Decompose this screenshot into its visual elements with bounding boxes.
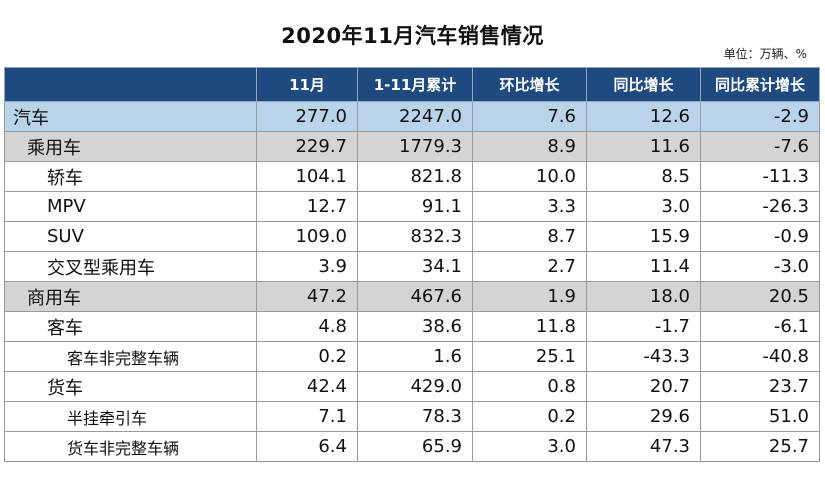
table-cell: -26.3 (700, 191, 820, 222)
table-cell: 0.2 (472, 401, 587, 432)
table-cell: 0.8 (472, 371, 587, 402)
table-row: 货车非完整车辆 6.4 65.9 3.0 47.3 25.7 (4, 431, 820, 462)
table-row: MPV 12.7 91.1 3.3 3.0 -26.3 (4, 191, 820, 222)
table-cell: 91.1 (357, 191, 473, 222)
row-label: 商用车 (4, 281, 257, 312)
table-cell: 1.9 (472, 281, 587, 312)
table-cell: 42.4 (256, 371, 358, 402)
table-cell: -0.9 (700, 221, 820, 252)
table-cell: -43.3 (586, 341, 701, 372)
table-cell: -3.0 (700, 251, 820, 282)
table-cell: 34.1 (357, 251, 473, 282)
table-cell: 78.3 (357, 401, 473, 432)
table-body: 汽车 277.0 2247.0 7.6 12.6 -2.9 乘用车 229.7 1779.3 8.… (4, 101, 820, 462)
row-label: 半挂牵引车 (4, 401, 257, 432)
table-cell: 12.6 (586, 101, 701, 132)
table-row: 半挂牵引车 7.1 78.3 0.2 29.6 51.0 (4, 401, 820, 432)
table-row: 交叉型乘用车 3.9 34.1 2.7 11.4 -3.0 (4, 251, 820, 282)
table-cell: 38.6 (357, 311, 473, 342)
table-cell: 4.8 (256, 311, 358, 342)
row-label: SUV (4, 221, 257, 252)
table-cell: 3.0 (472, 431, 587, 462)
table-cell: 29.6 (586, 401, 701, 432)
row-label: 交叉型乘用车 (4, 251, 257, 282)
row-label: 乘用车 (4, 131, 257, 162)
table-cell: 3.9 (256, 251, 358, 282)
table-cell: 6.4 (256, 431, 358, 462)
table-cell: 3.0 (586, 191, 701, 222)
table-cell: 7.6 (472, 101, 587, 132)
table-row: 轿车 104.1 821.8 10.0 8.5 -11.3 (4, 161, 820, 192)
table-row: 客车非完整车辆 0.2 1.6 25.1 -43.3 -40.8 (4, 341, 820, 372)
unit-note: 单位：万辆、% (723, 47, 807, 61)
table-row: SUV 109.0 832.3 8.7 15.9 -0.9 (4, 221, 820, 252)
header-row: 11月 1-11月累计 环比增长 同比增长 同比累计增长 (4, 67, 820, 102)
table-cell: 47.3 (586, 431, 701, 462)
table-cell: 832.3 (357, 221, 473, 252)
table-cell: 23.7 (700, 371, 820, 402)
row-label: MPV (4, 191, 257, 222)
table-cell: 229.7 (256, 131, 358, 162)
column-header: 11月 (256, 67, 358, 102)
table-cell: 1779.3 (357, 131, 473, 162)
table-cell: -7.6 (700, 131, 820, 162)
table-cell: -40.8 (700, 341, 820, 372)
row-label: 客车 (4, 311, 257, 342)
table-cell: -2.9 (700, 101, 820, 132)
table-cell: 8.9 (472, 131, 587, 162)
table-cell: 25.1 (472, 341, 587, 372)
table-row: 客车 4.8 38.6 11.8 -1.7 -6.1 (4, 311, 820, 342)
table-cell: 2.7 (472, 251, 587, 282)
table-cell: 8.7 (472, 221, 587, 252)
table-cell: 65.9 (357, 431, 473, 462)
table-cell: 12.7 (256, 191, 358, 222)
table-cell: 821.8 (357, 161, 473, 192)
row-label: 客车非完整车辆 (4, 341, 257, 372)
table-cell: 11.4 (586, 251, 701, 282)
table-cell: 11.8 (472, 311, 587, 342)
table-cell: 467.6 (357, 281, 473, 312)
table-row: 汽车 277.0 2247.0 7.6 12.6 -2.9 (4, 101, 820, 132)
table-cell: 104.1 (256, 161, 358, 192)
table-cell: 7.1 (256, 401, 358, 432)
column-header: 1-11月累计 (357, 67, 473, 102)
row-label: 轿车 (4, 161, 257, 192)
table-cell: 18.0 (586, 281, 701, 312)
table-cell: 51.0 (700, 401, 820, 432)
table-cell: 10.0 (472, 161, 587, 192)
table-cell: -6.1 (700, 311, 820, 342)
table-cell: 429.0 (357, 371, 473, 402)
row-label: 货车非完整车辆 (4, 431, 257, 462)
table-cell: 11.6 (586, 131, 701, 162)
table-cell: 47.2 (256, 281, 358, 312)
table-cell: 277.0 (256, 101, 358, 132)
table-cell: -1.7 (586, 311, 701, 342)
table-cell: 25.7 (700, 431, 820, 462)
table-title: 2020年11月汽车销售情况 (281, 24, 544, 48)
table-cell: 8.5 (586, 161, 701, 192)
table-cell: 1.6 (357, 341, 473, 372)
table-cell: -11.3 (700, 161, 820, 192)
row-label: 汽车 (4, 101, 257, 132)
table-cell: 20.5 (700, 281, 820, 312)
table-cell: 2247.0 (357, 101, 473, 132)
table-cell: 3.3 (472, 191, 587, 222)
table-cell: 0.2 (256, 341, 358, 372)
row-label: 货车 (4, 371, 257, 402)
table-row: 乘用车 229.7 1779.3 8.9 11.6 -7.6 (4, 131, 820, 162)
column-header: 同比累计增长 (700, 67, 820, 102)
column-header: 环比增长 (472, 67, 587, 102)
column-header (4, 67, 257, 102)
table-cell: 109.0 (256, 221, 358, 252)
column-header: 同比增长 (586, 67, 701, 102)
table-row: 货车 42.4 429.0 0.8 20.7 23.7 (4, 371, 820, 402)
table-cell: 20.7 (586, 371, 701, 402)
sales-table: 11月 1-11月累计 环比增长 同比增长 同比累计增长 汽车 277.0 2247… (4, 67, 820, 462)
table-cell: 15.9 (586, 221, 701, 252)
table-row: 商用车 47.2 467.6 1.9 18.0 20.5 (4, 281, 820, 312)
